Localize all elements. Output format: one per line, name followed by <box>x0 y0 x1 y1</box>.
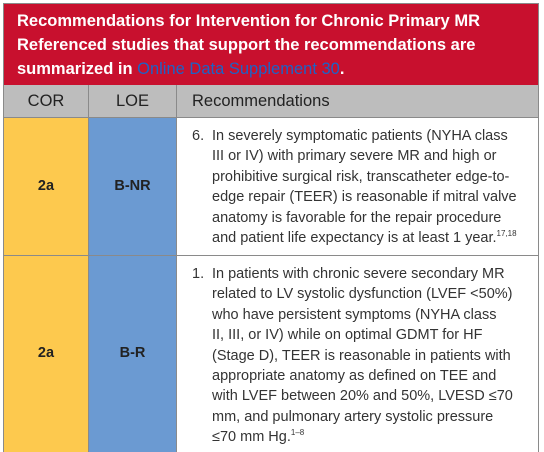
header-prefix: summarized in <box>17 60 138 78</box>
row-2-loe-cell: B-R <box>89 256 177 452</box>
text-line: and patient life expectancy is at least … <box>212 228 537 248</box>
text-line: with LVEF between 20% and 50%, LVESD ≤70 <box>212 388 513 405</box>
text-line-content: ≤70 mm Hg. <box>212 429 291 446</box>
header-subtitle: Referenced studies that support the reco… <box>17 36 476 54</box>
text-line: ≤70 mm Hg.1–8 <box>212 427 537 447</box>
row-1-recommendation-cell <box>177 118 538 255</box>
reference-superscript: 1–8 <box>290 428 305 438</box>
reference-superscript: 17,18 <box>496 229 517 239</box>
column-header-cor: COR <box>4 85 89 118</box>
cor-value: 2a <box>37 178 55 194</box>
text-line: related to LV systolic dysfunction (LVEF… <box>212 286 513 303</box>
table-header: Recommendations for Intervention for Chr… <box>4 4 538 85</box>
text-line: In severely symptomatic patients (NYHA c… <box>212 128 508 144</box>
row-1-loe-cell: B-NR <box>89 118 177 255</box>
row-2-cor-cell: 2a <box>4 256 89 452</box>
text-line: who have persistent symptoms (NYHA class <box>212 306 497 323</box>
text-line: appropriate anatomy as defined on TEE an… <box>212 368 497 385</box>
header-subtitle-2: summarized in Online Data Supplement 30. <box>17 57 530 81</box>
item-text: In patients with chronic severe secondar… <box>212 264 537 448</box>
row-2-recommendation-cell <box>177 256 538 452</box>
data-supplement-link[interactable]: Online Data Supplement 30 <box>137 60 340 78</box>
cor-value: 2a <box>37 345 55 361</box>
loe-value: B-R <box>119 345 146 361</box>
loe-value: B-NR <box>114 178 151 194</box>
text-line: II, III, or IV) while on optimal GDMT fo… <box>212 327 483 344</box>
text-line: mm, and pulmonary artery systolic pressu… <box>212 408 494 425</box>
text-line: anatomy is favorable for the repair proc… <box>212 209 502 226</box>
text-line: III or IV) with primary severe MR and hi… <box>212 148 497 165</box>
item-number: 1. <box>192 266 205 282</box>
column-header-loe: LOE <box>89 85 177 118</box>
column-header-recommendations: Recommendations <box>177 85 538 118</box>
item-text: In severely symptomatic patients (NYHA c… <box>212 126 537 248</box>
divider <box>4 117 538 118</box>
text-line: edge repair (TEER) is reasonable if mitr… <box>212 189 517 206</box>
text-line: prohibitive surgical risk, transcatheter… <box>212 168 510 185</box>
row-1-cor-cell: 2a <box>4 118 89 255</box>
item-number: 6. <box>192 128 205 144</box>
header-title: Recommendations for Intervention for Chr… <box>17 12 480 30</box>
text-line-content: and patient life expectancy is at least … <box>212 230 497 247</box>
text-line: (Stage D), TEER is reasonable in patient… <box>212 347 511 364</box>
header-suffix: . <box>339 60 345 78</box>
text-line: In patients with chronic severe secondar… <box>212 266 505 282</box>
divider <box>4 255 538 256</box>
recommendation-table: Recommendations for Intervention for Chr… <box>3 3 539 452</box>
